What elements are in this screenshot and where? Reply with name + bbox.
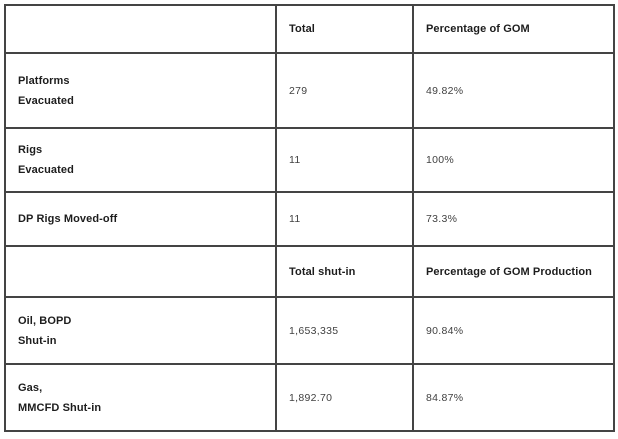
row-label-line2: Shut-in — [18, 334, 57, 347]
rigs-evacuated-total-cell: 11 — [275, 127, 414, 193]
dp-rigs-moved-off-percentage-cell: 73.3% — [412, 191, 615, 247]
section2-header-row: Total shut-in Percentage of GOM Producti… — [4, 245, 615, 298]
section2-header-percentage-cell: Percentage of GOM Production — [412, 245, 615, 298]
section1-header-empty-cell — [4, 4, 277, 54]
gas-mmcfd-shut-in-label-cell: Gas, MMCFD Shut-in — [4, 363, 277, 432]
oil-bopd-shut-in-row: Oil, BOPD Shut-in 1,653,335 90.84% — [4, 296, 615, 365]
section1-header-total-cell: Total — [275, 4, 414, 54]
gas-mmcfd-shut-in-total-cell: 1,892.70 — [275, 363, 414, 432]
row-label-line1: Platforms — [18, 74, 70, 87]
dp-rigs-moved-off-row: DP Rigs Moved-off 11 73.3% — [4, 191, 615, 247]
section2-header-empty-cell — [4, 245, 277, 298]
section1-header-percentage-cell: Percentage of GOM — [412, 4, 615, 54]
row-label-line1: Rigs — [18, 144, 43, 156]
platforms-evacuated-total-cell: 279 — [275, 52, 414, 129]
row-label-line1: Gas, — [18, 381, 43, 394]
dp-rigs-moved-off-label-cell: DP Rigs Moved-off — [4, 191, 277, 247]
platforms-evacuated-percentage-cell: 49.82% — [412, 52, 615, 129]
dp-rigs-moved-off-total-cell: 11 — [275, 191, 414, 247]
row-label-line2: Evacuated — [18, 164, 74, 176]
oil-bopd-shut-in-percentage-cell: 90.84% — [412, 296, 615, 365]
oil-bopd-shut-in-label-cell: Oil, BOPD Shut-in — [4, 296, 277, 365]
row-label-line2: MMCFD Shut-in — [18, 401, 102, 414]
gom-evacuation-shutin-table: Total Percentage of GOM Platforms Evacua… — [4, 4, 615, 432]
platforms-evacuated-row: Platforms Evacuated 279 49.82% — [4, 52, 615, 129]
row-label-line1: Oil, BOPD — [18, 314, 72, 327]
section2-header-total-cell: Total shut-in — [275, 245, 414, 298]
rigs-evacuated-label-cell: Rigs Evacuated — [4, 127, 277, 193]
oil-bopd-shut-in-total-cell: 1,653,335 — [275, 296, 414, 365]
gas-mmcfd-shut-in-row: Gas, MMCFD Shut-in 1,892.70 84.87% — [4, 363, 615, 432]
section1-header-row: Total Percentage of GOM — [4, 4, 615, 54]
rigs-evacuated-row: Rigs Evacuated 11 100% — [4, 127, 615, 193]
row-label-line2: Evacuated — [18, 94, 74, 107]
rigs-evacuated-percentage-cell: 100% — [412, 127, 615, 193]
platforms-evacuated-label-cell: Platforms Evacuated — [4, 52, 277, 129]
row-label-line1: DP Rigs Moved-off — [18, 213, 118, 225]
gas-mmcfd-shut-in-percentage-cell: 84.87% — [412, 363, 615, 432]
